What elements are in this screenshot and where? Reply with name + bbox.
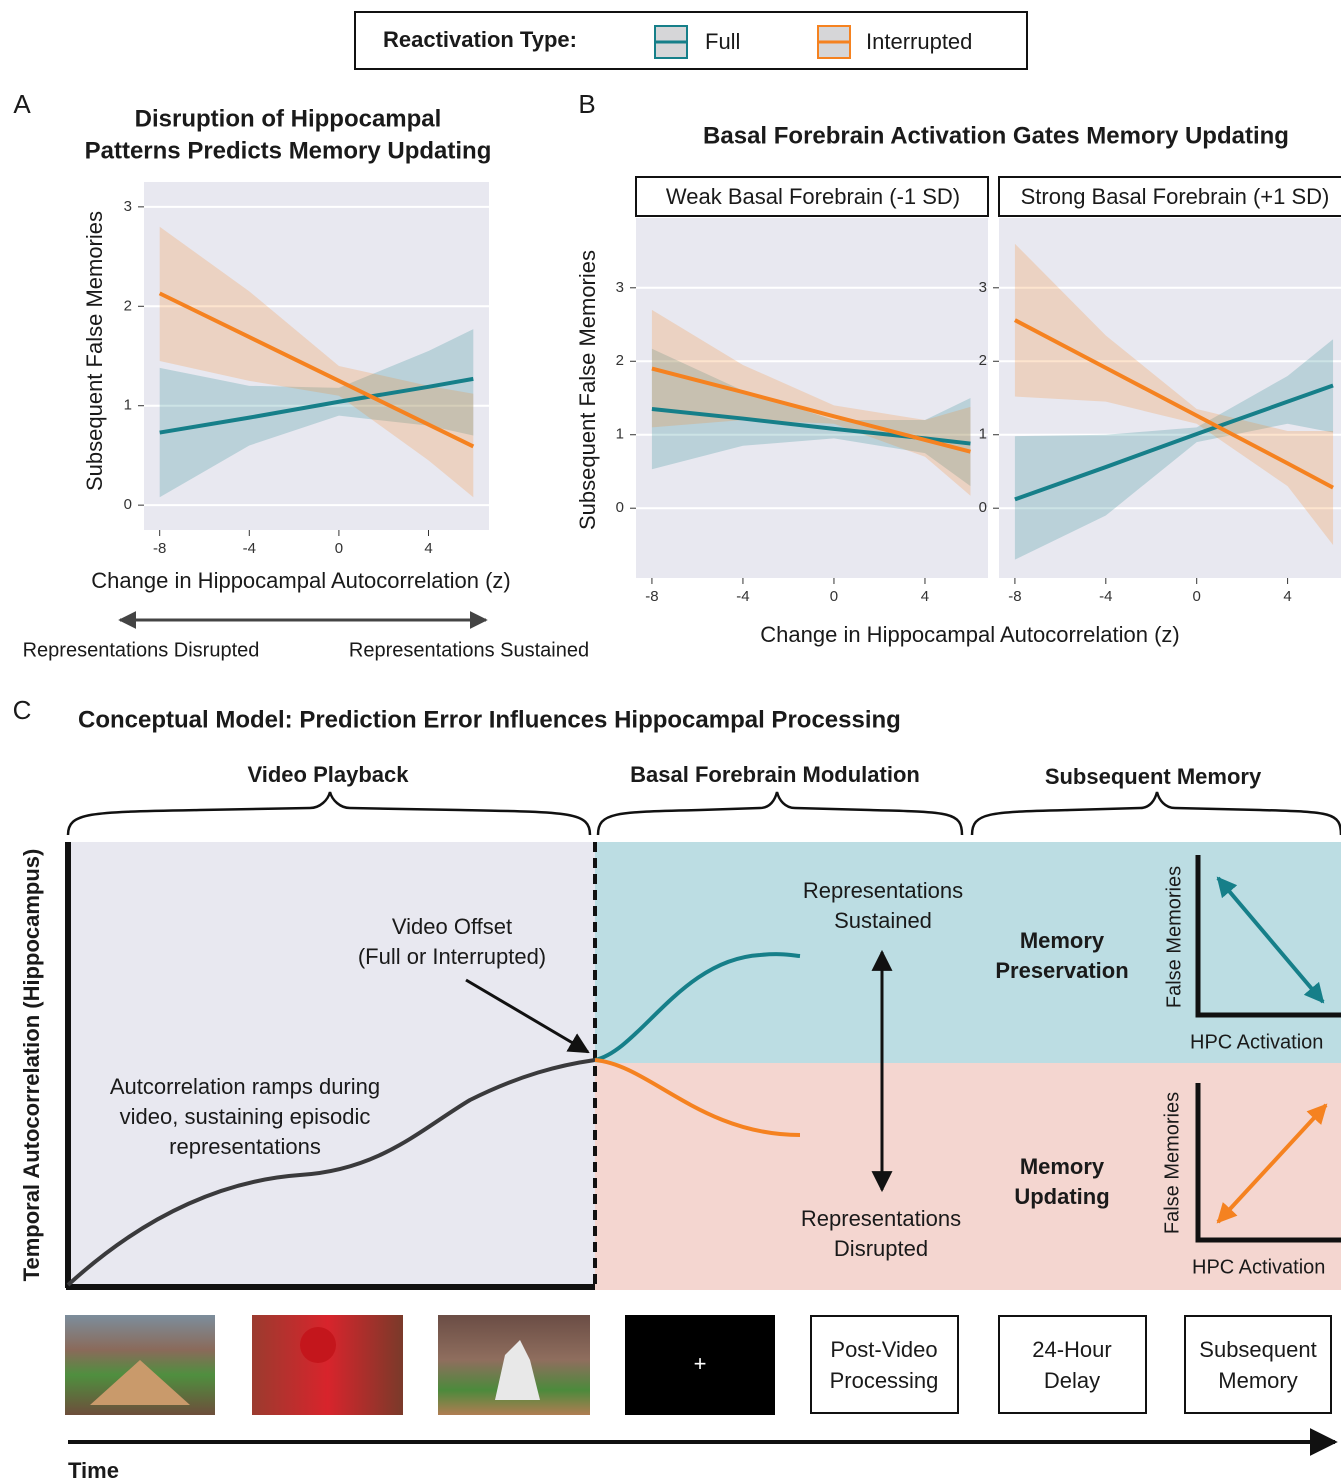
x-tick-label: -8 xyxy=(1008,588,1021,605)
arrow-label: Representations Disrupted xyxy=(23,639,260,661)
annotation: Disrupted xyxy=(834,1236,928,1261)
section-heading: Subsequent Memory xyxy=(1045,764,1262,789)
y-axis-label: Temporal Autocorrelation (Hippocampus) xyxy=(19,849,44,1282)
x-tick-label: 0 xyxy=(830,588,838,605)
brace xyxy=(972,792,1341,835)
x-tick-label: 4 xyxy=(424,540,432,557)
y-tick-label: 1 xyxy=(616,426,624,443)
y-axis-label: Subsequent False Memories xyxy=(82,211,107,491)
mini-y-label: False Memories xyxy=(1161,1092,1183,1234)
x-tick-label: 0 xyxy=(335,540,343,557)
stage-label: 24-Hour xyxy=(1032,1337,1111,1362)
x-tick-label: -4 xyxy=(736,588,749,605)
annotation: Video Offset xyxy=(392,914,512,939)
annotation: video, sustaining episodic xyxy=(120,1104,371,1129)
legend-label: Interrupted xyxy=(866,29,972,54)
panel-label: A xyxy=(13,89,31,119)
image-detail xyxy=(300,1327,336,1363)
stage-label: Post-Video xyxy=(830,1337,937,1362)
brace xyxy=(68,792,590,835)
stage-label: Delay xyxy=(1044,1368,1100,1393)
legend-label: Full xyxy=(705,29,740,54)
x-tick-label: -4 xyxy=(1099,588,1112,605)
x-axis-label: Time xyxy=(68,1458,119,1483)
facet-label: Strong Basal Forebrain (+1 SD) xyxy=(1021,184,1330,209)
arrow-label: Representations Sustained xyxy=(349,639,589,661)
chart-title: Patterns Predicts Memory Updating xyxy=(85,137,492,164)
annotation: Preservation xyxy=(995,958,1128,983)
annotation: Autcorrelation ramps during xyxy=(110,1074,380,1099)
mini-x-label: HPC Activation xyxy=(1192,1256,1325,1278)
fixation-cross: + xyxy=(694,1351,707,1376)
mini-x-label: HPC Activation xyxy=(1190,1031,1323,1053)
annotation: Memory xyxy=(1020,1154,1105,1179)
mini-y-label: False Memories xyxy=(1163,866,1185,1008)
x-axis-label: Change in Hippocampal Autocorrelation (z… xyxy=(760,622,1179,647)
brace xyxy=(598,792,962,835)
chart-title: Disruption of Hippocampal xyxy=(135,105,442,132)
annotation: representations xyxy=(169,1134,321,1159)
x-tick-label: 4 xyxy=(1283,588,1291,605)
y-tick-label: 3 xyxy=(979,279,987,296)
x-tick-label: -8 xyxy=(153,540,166,557)
annotation: Sustained xyxy=(834,908,932,933)
y-tick-label: 2 xyxy=(124,297,132,314)
y-tick-label: 2 xyxy=(616,352,624,369)
stage-label: Memory xyxy=(1218,1368,1297,1393)
diagram-title: Conceptual Model: Prediction Error Influ… xyxy=(78,706,901,733)
x-tick-label: 0 xyxy=(1193,588,1201,605)
y-tick-label: 3 xyxy=(124,198,132,215)
y-tick-label: 1 xyxy=(979,426,987,443)
annotation: Representations xyxy=(801,1206,961,1231)
x-tick-label: -8 xyxy=(645,588,658,605)
annotation: Representations xyxy=(803,878,963,903)
y-tick-label: 0 xyxy=(616,499,624,516)
annotation: Memory xyxy=(1020,928,1105,953)
panel-label: C xyxy=(13,695,32,725)
chart-title: Basal Forebrain Activation Gates Memory … xyxy=(703,122,1289,149)
y-tick-label: 0 xyxy=(979,499,987,516)
x-axis-label: Change in Hippocampal Autocorrelation (z… xyxy=(91,568,510,593)
stage-label: Processing xyxy=(830,1368,939,1393)
stage-box xyxy=(1185,1316,1331,1413)
stage-box xyxy=(999,1316,1146,1413)
diagram-layout xyxy=(65,620,1341,1442)
x-tick-label: 4 xyxy=(921,588,929,605)
x-tick-label: -4 xyxy=(243,540,256,557)
section-heading: Basal Forebrain Modulation xyxy=(630,762,920,787)
video-region xyxy=(68,842,595,1287)
facet-label: Weak Basal Forebrain (-1 SD) xyxy=(666,184,960,209)
annotation: (Full or Interrupted) xyxy=(358,944,546,969)
annotation: Updating xyxy=(1014,1184,1109,1209)
y-tick-label: 0 xyxy=(124,496,132,513)
y-tick-label: 3 xyxy=(616,279,624,296)
section-heading: Video Playback xyxy=(247,762,409,787)
y-tick-label: 1 xyxy=(124,397,132,414)
legend-title: Reactivation Type: xyxy=(383,27,577,52)
figure: Reactivation Type: A B C Full Interrupted 0 1 2… xyxy=(0,0,1341,1484)
preservation-region xyxy=(595,842,1341,1063)
y-tick-label: 2 xyxy=(979,352,987,369)
y-axis-label: Subsequent False Memories xyxy=(575,250,600,530)
panel-label: B xyxy=(578,89,595,119)
stage-box xyxy=(811,1316,958,1413)
stage-label: Subsequent xyxy=(1199,1337,1316,1362)
